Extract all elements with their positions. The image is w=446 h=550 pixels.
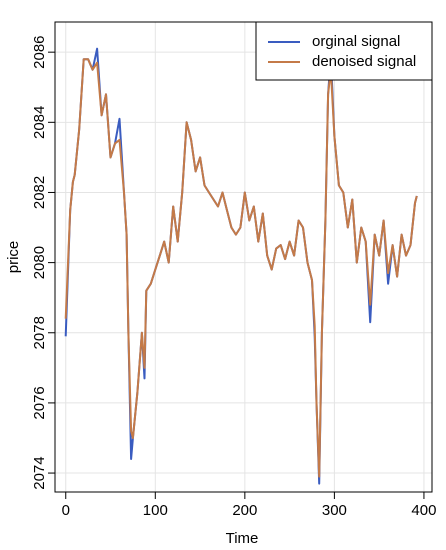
legend-box [255, 21, 433, 81]
plot-frame [54, 21, 433, 493]
y-tick-label: 2080 [31, 246, 48, 279]
legend-label: denoised signal [312, 53, 416, 70]
y-tick-label: 2074 [31, 456, 48, 489]
series-line [64, 58, 418, 478]
legend-label: orginal signal [312, 33, 400, 50]
y-tick-label: 2084 [31, 106, 48, 139]
x-tick-label: 0 [62, 502, 70, 519]
y-tick-label: 2078 [31, 316, 48, 349]
x-tick-label: 200 [232, 502, 257, 519]
y-tick-label: 2076 [31, 386, 48, 419]
x-axis-label: Time [226, 530, 259, 547]
series-line [64, 47, 418, 485]
y-axis-label: price [5, 241, 22, 274]
y-tick-label: 2082 [31, 176, 48, 209]
y-tick-label: 2086 [31, 35, 48, 68]
x-tick-label: 300 [322, 502, 347, 519]
x-tick-label: 400 [411, 502, 436, 519]
x-tick-label: 100 [143, 502, 168, 519]
